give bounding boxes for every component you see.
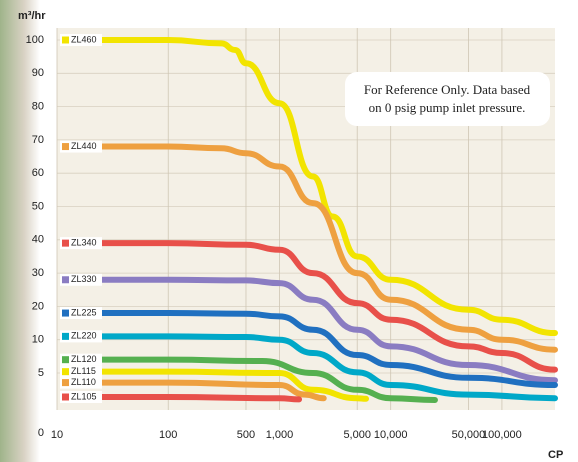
- series-label: ZL220: [71, 331, 97, 341]
- y-tick-label: 10: [32, 334, 44, 346]
- annotation: on 0 psig pump inlet pressure.: [369, 100, 526, 115]
- x-tick-label: 500: [237, 429, 255, 441]
- x-tick-label: 10: [51, 429, 63, 441]
- y-tick-label: 80: [32, 101, 44, 113]
- legend-swatch: [62, 240, 69, 247]
- series-label: ZL460: [71, 34, 97, 44]
- y-tick-label: 5: [38, 367, 44, 379]
- y-tick-label: 90: [32, 67, 44, 79]
- y-tick-label: 20: [32, 300, 44, 312]
- legend-swatch: [62, 368, 69, 375]
- x-tick-label: 100,000: [482, 429, 522, 441]
- annotation: For Reference Only. Data based: [364, 82, 531, 97]
- series-label: ZL110: [71, 377, 96, 387]
- legend-swatch: [62, 276, 69, 283]
- legend-swatch: [62, 37, 69, 44]
- x-axis-label: CP: [548, 449, 563, 461]
- y-tick-label: 40: [32, 234, 44, 246]
- y-tick-label: 0: [38, 427, 44, 439]
- y-tick-label: 70: [32, 134, 44, 146]
- y-tick-label: 50: [32, 200, 44, 212]
- series-label: ZL115: [71, 366, 96, 376]
- series-label: ZL330: [71, 274, 97, 284]
- legend-swatch: [62, 333, 69, 340]
- x-tick-label: 50,000: [452, 429, 486, 441]
- legend-swatch: [62, 143, 69, 150]
- x-tick-label: 100: [159, 429, 177, 441]
- series-label: ZL105: [71, 391, 97, 401]
- legend-swatch: [62, 356, 69, 363]
- chart: m³/hr CP For Reference Only. Data based …: [0, 0, 578, 462]
- legend-swatch: [62, 310, 69, 317]
- y-tick-label: 100: [26, 34, 44, 46]
- y-axis-label: m³/hr: [18, 10, 46, 22]
- legend-swatch: [62, 379, 69, 386]
- x-tick-label: 1,000: [266, 429, 294, 441]
- series-label: ZL120: [71, 354, 97, 364]
- y-tick-label: 60: [32, 167, 44, 179]
- series-label: ZL440: [71, 141, 97, 151]
- series-label: ZL225: [71, 307, 97, 317]
- legend-swatch: [62, 394, 69, 401]
- x-tick-label: 5,000: [343, 429, 371, 441]
- series-label: ZL340: [71, 238, 97, 248]
- x-tick-label: 10,000: [374, 429, 408, 441]
- y-tick-label: 30: [32, 267, 44, 279]
